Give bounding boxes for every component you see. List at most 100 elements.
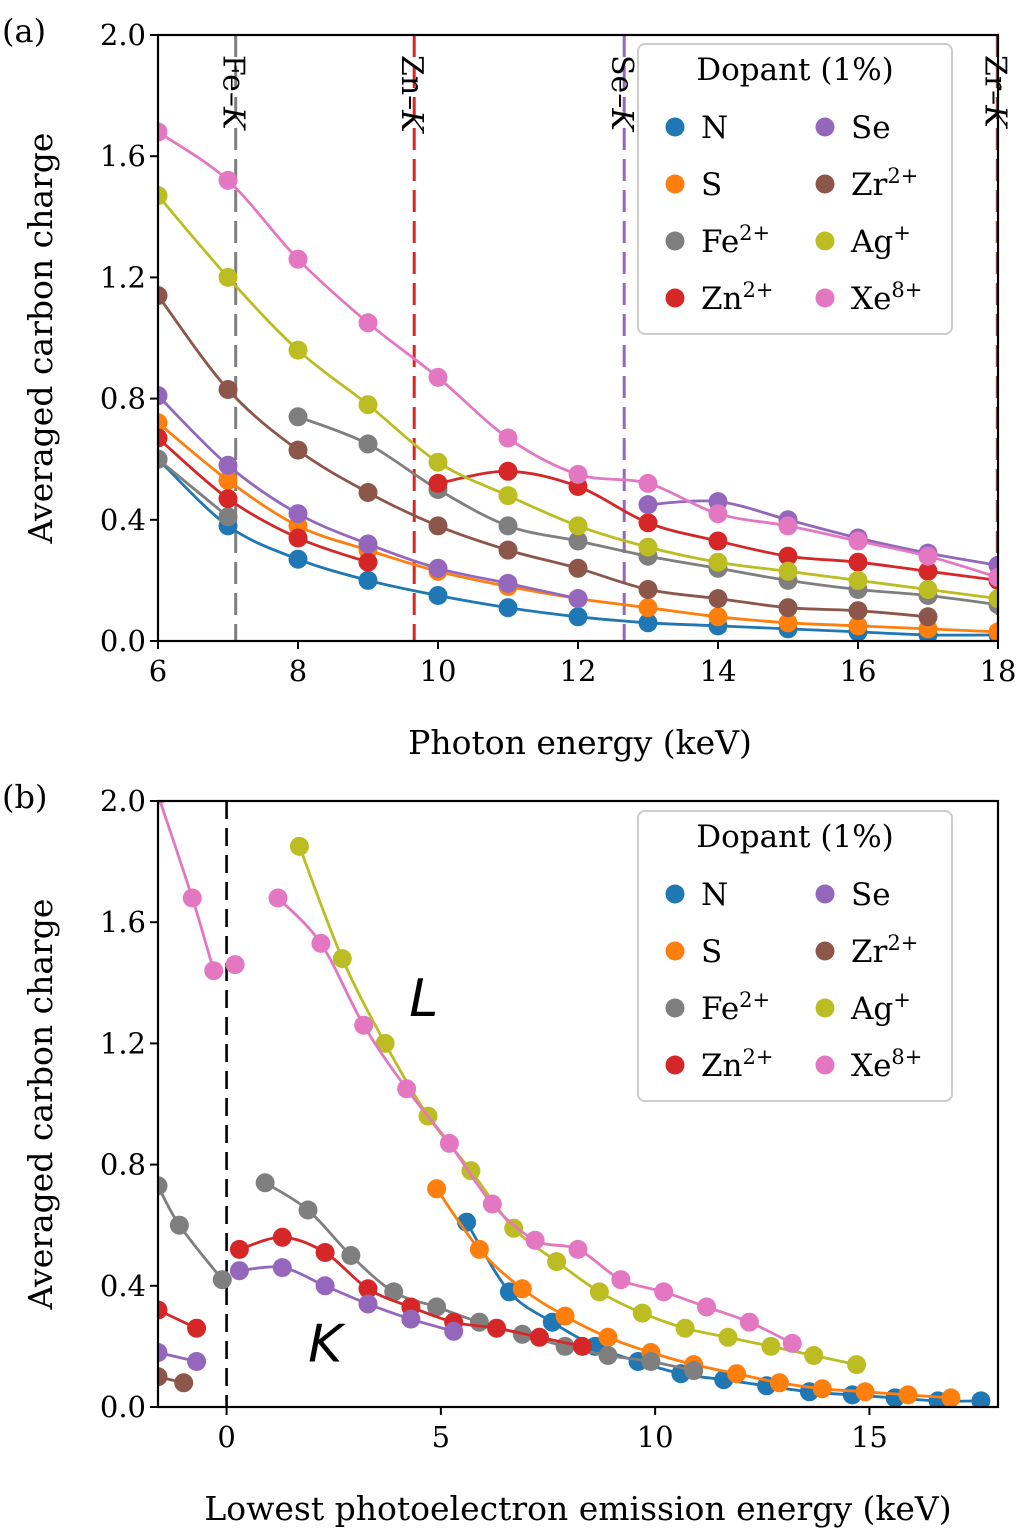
panel-a-ytick-label: 1.6 xyxy=(100,139,146,173)
panel-b-ytick-labels: 0.0 0.4 0.8 1.2 1.6 2.0 xyxy=(100,784,146,1424)
legend-entry-se-text: Se xyxy=(851,877,891,913)
data-point-s xyxy=(158,413,168,433)
edge-label-se-shell: K xyxy=(604,107,639,132)
data-point-ag xyxy=(289,836,309,856)
legend-entry-ag-text: Ag xyxy=(850,224,893,260)
data-point-s xyxy=(941,1388,961,1407)
panel-a-series xyxy=(158,122,998,641)
data-point-zn xyxy=(218,489,238,509)
legend-entry-zr: Zr2+ xyxy=(851,164,918,203)
panel-a-edge-labels: Fe–K Zn–K Se–K Zr–K xyxy=(216,55,1013,134)
data-point-fe xyxy=(568,531,588,551)
data-point-xe xyxy=(697,1297,717,1317)
data-point-ag xyxy=(988,589,998,609)
data-point-zn xyxy=(487,1318,507,1338)
legend-entry-ag-text: Ag xyxy=(850,991,893,1027)
edge-label-fe-shell: K xyxy=(216,106,251,131)
data-point-fe xyxy=(684,1361,704,1381)
data-point-s xyxy=(638,598,658,618)
shell-annotation-l: L xyxy=(409,969,438,1029)
panel-b-legend: Dopant (1%) N S Fe2+ Zn2+ Se Zr2+ Ag+ Xe… xyxy=(637,810,953,1102)
data-point-zn xyxy=(358,552,378,572)
data-point-zr xyxy=(778,598,798,618)
panel-b-ytick-label: 0.8 xyxy=(100,1148,146,1182)
legend-marker-ag xyxy=(815,998,835,1018)
data-point-zn xyxy=(229,1239,249,1259)
data-point-zn xyxy=(848,552,868,572)
data-point-zr xyxy=(158,1367,168,1387)
data-point-xe xyxy=(482,1194,502,1214)
series-line-fe xyxy=(158,1185,224,1281)
panel-b-series xyxy=(158,801,991,1407)
legend-entry-ag-charge: + xyxy=(893,221,911,245)
legend-entry-fe: Fe2+ xyxy=(701,221,770,260)
data-point-xe xyxy=(568,464,588,484)
data-point-zn xyxy=(638,513,658,533)
data-point-fe xyxy=(169,1215,189,1235)
data-point-zr xyxy=(498,540,518,560)
data-point-ag xyxy=(547,1252,567,1272)
panel-a: (a) Averaged carbon charge Photon energy… xyxy=(2,12,1016,762)
legend-entry-fe: Fe2+ xyxy=(701,988,770,1027)
panel-b-ytick-label: 2.0 xyxy=(100,784,146,818)
series-line-zr xyxy=(158,294,929,619)
panel-a-legend-markers xyxy=(665,117,835,308)
data-point-ag xyxy=(218,267,238,287)
data-point-xe xyxy=(225,955,245,975)
data-point-xe xyxy=(988,567,998,587)
panel-a-tick-marks xyxy=(150,34,999,649)
data-point-ag xyxy=(504,1218,524,1238)
data-point-zr xyxy=(848,601,868,621)
panel-b-ytick-label: 0.0 xyxy=(100,1390,146,1424)
panel-b-ylabel: Averaged carbon charge xyxy=(21,899,60,1311)
data-point-se xyxy=(315,1276,335,1296)
legend-entry-n: N xyxy=(701,110,728,146)
legend-marker-xe xyxy=(815,1055,835,1075)
data-point-xe xyxy=(439,1133,459,1153)
panel-a-ylabel: Averaged carbon charge xyxy=(21,133,60,545)
data-point-xe xyxy=(428,367,448,387)
data-point-zr xyxy=(158,286,168,306)
legend-entry-n: N xyxy=(701,877,728,913)
legend-entry-se: Se xyxy=(851,877,891,913)
series-line-xe xyxy=(158,801,216,972)
data-point-se xyxy=(498,573,518,593)
panel-a-xlabel: Photon energy (keV) xyxy=(408,723,752,762)
panel-a-ytick-label: 0.4 xyxy=(100,503,146,537)
data-point-zr xyxy=(708,589,728,609)
panel-b-legend-markers xyxy=(665,884,835,1075)
data-point-se xyxy=(401,1309,421,1329)
panel-b-legend-frame xyxy=(637,810,953,1102)
panel-a-xtick-label: 8 xyxy=(289,654,307,688)
edge-label-zn-shell: K xyxy=(394,109,429,134)
data-point-fe xyxy=(598,1346,618,1365)
legend-marker-ag xyxy=(815,231,835,251)
data-point-zr xyxy=(174,1373,194,1393)
legend-entry-s-text: S xyxy=(701,934,722,970)
data-point-s xyxy=(512,1279,532,1299)
data-point-ag xyxy=(332,949,352,969)
data-point-n xyxy=(638,613,658,633)
legend-entry-xe-text: Xe xyxy=(851,281,891,317)
data-point-s xyxy=(848,616,868,636)
data-point-fe xyxy=(298,1200,318,1220)
legend-marker-fe xyxy=(665,231,685,251)
data-point-xe xyxy=(708,504,728,524)
data-point-xe xyxy=(638,473,658,493)
legend-marker-xe xyxy=(815,288,835,308)
data-point-ag xyxy=(358,395,378,415)
panel-a-xtick-label: 14 xyxy=(700,654,737,688)
data-point-s xyxy=(778,613,798,633)
data-point-se xyxy=(568,589,588,609)
data-point-zn xyxy=(572,1336,592,1356)
edge-label-zn-element: Zn– xyxy=(394,55,429,110)
legend-marker-s xyxy=(665,174,685,194)
data-point-xe xyxy=(354,1015,374,1035)
data-point-zr xyxy=(638,580,658,599)
data-point-ag xyxy=(158,186,168,206)
edge-label-zr: Zr–K xyxy=(977,55,1012,129)
data-point-se xyxy=(158,1343,168,1362)
data-point-n xyxy=(428,586,448,605)
data-point-zn xyxy=(187,1318,207,1338)
